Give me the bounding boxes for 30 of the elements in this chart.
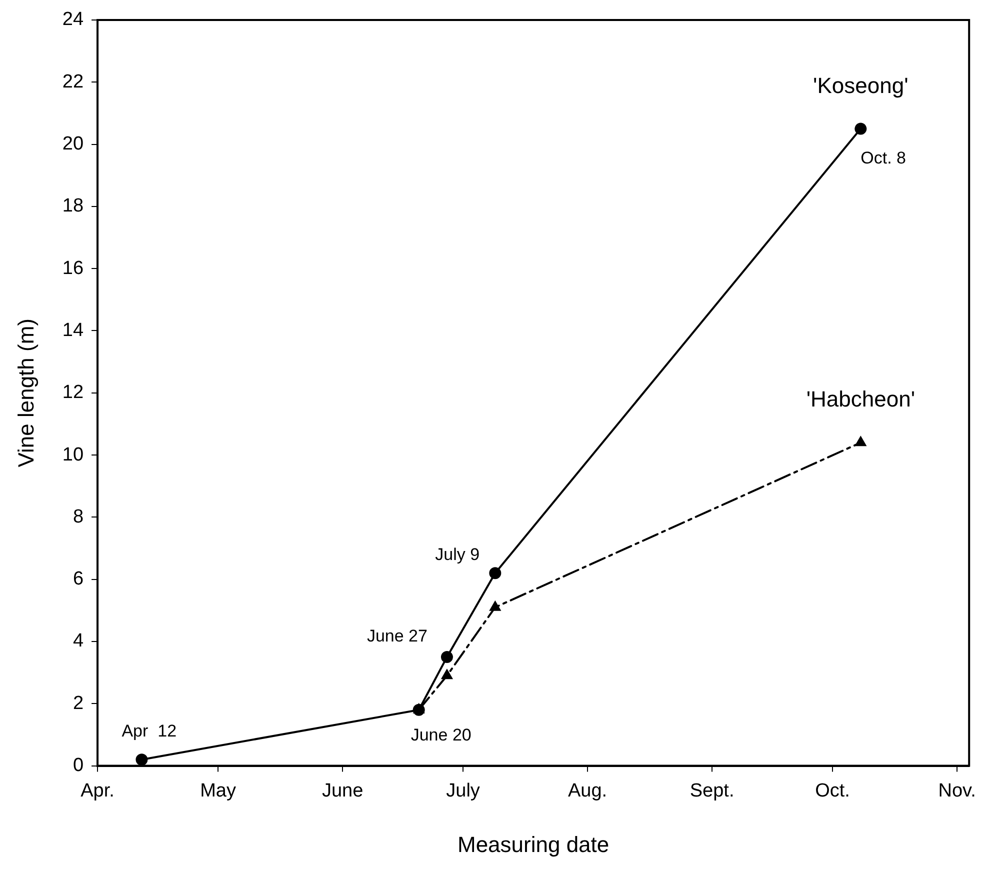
- x-axis-title: Measuring date: [457, 832, 610, 857]
- x-tick-label: Oct.: [815, 780, 850, 802]
- y-tick-label: 24: [62, 9, 84, 30]
- y-tick-label: 8: [72, 506, 84, 528]
- x-tick-label: May: [200, 780, 236, 802]
- x-tick-label: Sept.: [690, 780, 734, 802]
- y-tick-label: 14: [62, 320, 84, 341]
- y-axis-title: Vine length (m): [13, 318, 38, 468]
- x-tick-label: July: [446, 780, 480, 802]
- y-tick-label: 4: [72, 630, 84, 652]
- y-tick-label: 16: [62, 258, 84, 279]
- annotation: June 27: [366, 626, 428, 646]
- y-tick-label: 18: [62, 196, 84, 217]
- y-tick-label: 10: [62, 444, 84, 466]
- annotation: Apr 12: [122, 721, 177, 740]
- y-tick-label: 2: [72, 692, 84, 714]
- x-tick-label: Aug.: [568, 780, 608, 802]
- y-tick-label: 20: [62, 134, 84, 155]
- y-tick-label: 12: [62, 382, 84, 404]
- series-label: 'Koseong': [813, 72, 908, 98]
- x-tick-label: Nov.: [938, 780, 976, 802]
- x-tick-label: June: [322, 780, 364, 802]
- y-tick-label: 22: [62, 71, 84, 92]
- annotation: June 20: [410, 726, 472, 745]
- series-label: 'Habcheon': [806, 386, 916, 412]
- y-tick-label: 6: [72, 568, 84, 590]
- annotation: Oct. 8: [860, 148, 906, 168]
- x-tick-label: Apr.: [80, 780, 114, 802]
- annotation: July 9: [435, 544, 480, 564]
- y-tick-label: 0: [72, 755, 84, 776]
